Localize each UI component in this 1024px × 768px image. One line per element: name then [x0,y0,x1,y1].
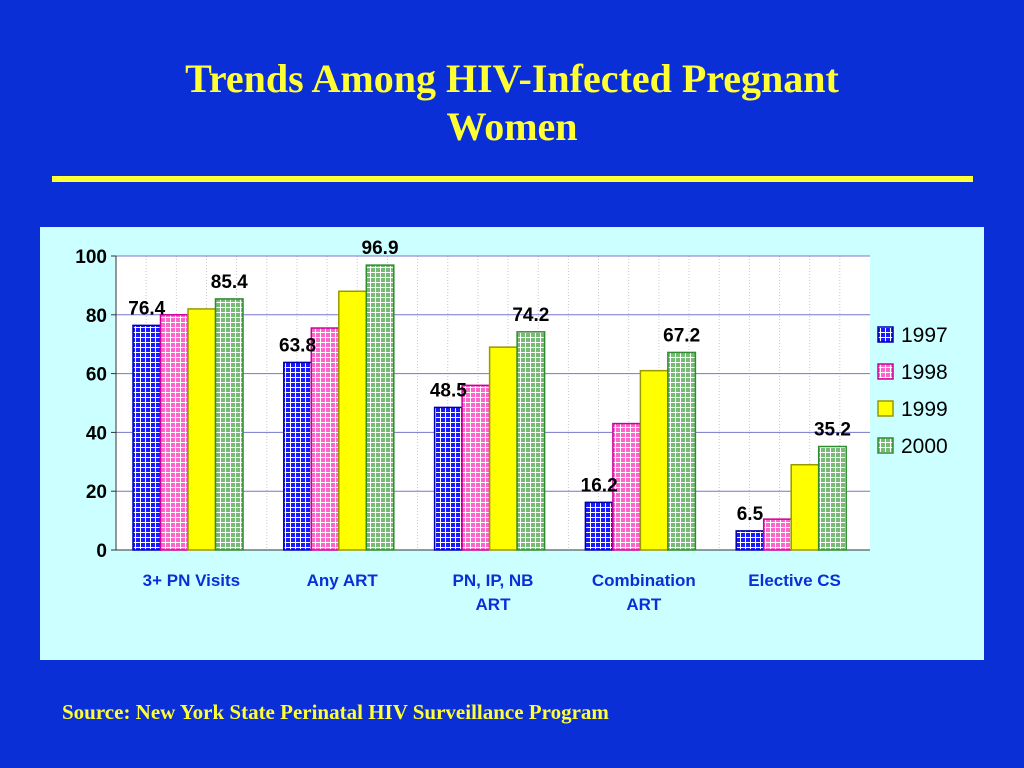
bar-2000-cat-2 [516,331,546,551]
bar-1997-cat-2 [433,406,463,551]
bar-chart: 0 20 40 60 80 100 3+ PN Visits Any ART PN, IP, N… [75,238,948,614]
bar-1999-cat-2 [488,346,518,551]
legend-swatch-2000 [877,437,894,454]
data-label: 67.2 [663,325,700,346]
y-tick-label: 0 [96,541,107,562]
x-category-label: Any ART [307,571,379,590]
y-tick-label: 80 [86,306,107,327]
bar-2000-cat-3 [667,351,697,551]
data-label: 16.2 [581,475,618,496]
bar-1998-cat-0 [159,314,189,551]
data-label: 63.8 [279,335,316,356]
data-label: 96.9 [362,238,399,259]
x-category-label: PN, IP, NB ART [453,571,534,614]
data-label: 85.4 [211,272,248,293]
bar-1998-cat-3 [612,422,642,551]
legend-label-1997: 1997 [901,324,948,347]
legend-swatch-1997 [877,326,894,343]
bar-1999-cat-3 [639,369,669,551]
data-label: 74.2 [512,305,549,326]
slide-title-line-1: Trends Among HIV-Infected Pregnant [185,56,839,101]
y-tick-label: 40 [86,423,107,444]
data-label: 6.5 [737,504,764,525]
legend-label-2000: 2000 [901,435,948,458]
bar-1997-cat-0 [132,324,162,551]
x-category-label: Combination ART [592,571,696,614]
chart-panel: 0 20 40 60 80 100 3+ PN Visits Any ART PN, IP, N… [40,227,984,660]
slide-title-line-2: Women [446,104,578,149]
bar-1998-cat-2 [461,384,491,551]
legend-label-1999: 1999 [901,398,948,421]
bar-1998-cat-1 [310,327,340,551]
bar-1997-cat-3 [584,501,614,551]
x-category-label: 3+ PN Visits [143,571,241,590]
y-tick-label: 100 [75,247,107,268]
bar-1999-cat-1 [338,290,368,551]
data-label: 48.5 [430,380,467,401]
y-tick-label: 20 [86,482,107,503]
slide-title: Trends Among HIV-Infected Pregnant Women [0,55,1024,151]
title-underline [52,176,973,182]
bar-1997-cat-4 [735,530,765,551]
bar-2000-cat-4 [817,445,847,551]
bar-2000-cat-0 [214,298,244,551]
legend-label-1998: 1998 [901,361,948,384]
bar-1997-cat-1 [283,361,313,551]
legend-swatch-1998 [877,363,894,380]
source-note: Source: New York State Perinatal HIV Sur… [62,700,609,724]
bar-1999-cat-4 [790,463,820,551]
legend-swatch-1999 [877,400,894,417]
x-category-label: Elective CS [748,571,841,590]
data-label: 35.2 [814,420,851,441]
bar-1999-cat-0 [187,308,217,551]
data-label: 76.4 [128,298,165,319]
bar-2000-cat-1 [365,264,395,551]
y-tick-label: 60 [86,365,107,386]
bar-1998-cat-4 [762,518,792,551]
